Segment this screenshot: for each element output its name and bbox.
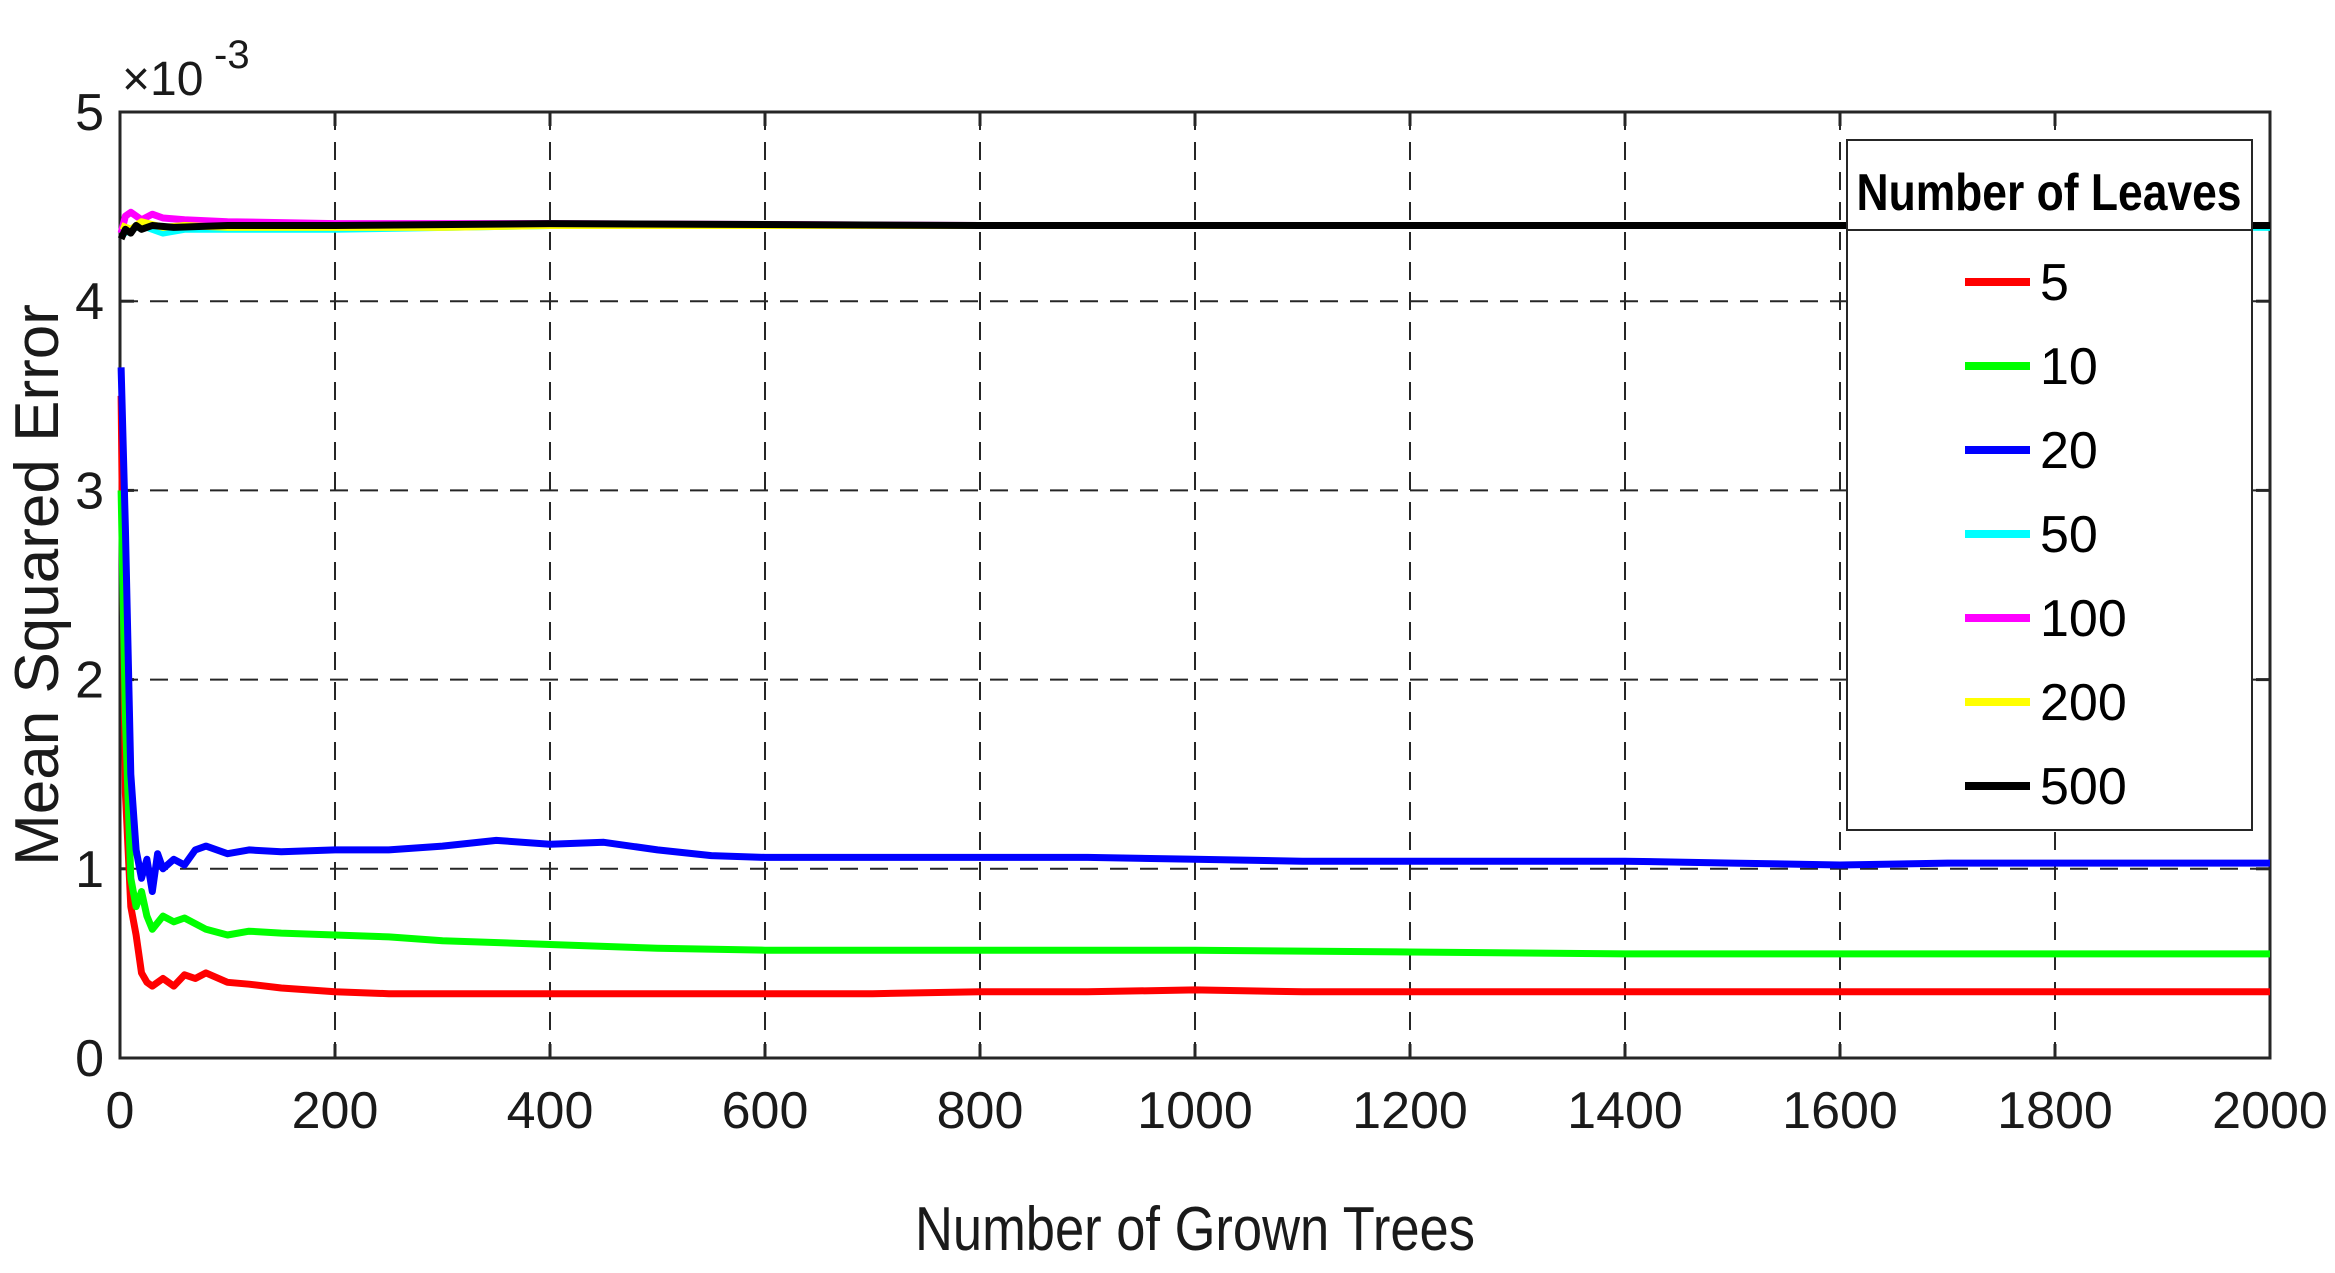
legend-title: Number of Leaves <box>1857 164 2242 222</box>
legend-title-box <box>1846 139 2253 231</box>
y-tick-label: 4 <box>75 273 104 331</box>
legend: Number of Leaves 5 10 20 50 100 200 500 <box>1846 139 2253 831</box>
x-tick-label: 0 <box>106 1082 135 1140</box>
series-line-10 <box>117 490 2270 958</box>
legend-label-5: 5 <box>2040 254 2069 312</box>
series-line-5 <box>117 395 2270 998</box>
y-exponent-power: -3 <box>214 33 250 77</box>
series-line-20 <box>117 367 2270 895</box>
x-tick-label: 200 <box>292 1082 379 1140</box>
x-tick-label: 1600 <box>1782 1082 1898 1140</box>
y-tick-label: 5 <box>75 84 104 142</box>
legend-label-50: 50 <box>2040 506 2098 564</box>
legend-entries: 5 10 20 50 100 200 500 <box>1965 254 2127 816</box>
x-tick-label: 1800 <box>1997 1082 2113 1140</box>
x-axis-label: Number of Grown Trees <box>915 1195 1475 1264</box>
y-tick-label: 1 <box>75 841 104 899</box>
x-tick-label: 600 <box>722 1082 809 1140</box>
y-exponent-base: ×10 <box>122 53 203 106</box>
series-lines <box>117 208 2271 998</box>
x-tick-label: 2000 <box>2212 1082 2328 1140</box>
x-tick-label: 1000 <box>1137 1082 1253 1140</box>
legend-label-10: 10 <box>2040 338 2098 396</box>
axis-ticks: 0 200 400 600 800 1000 1200 1400 1600 1800 2000012… <box>75 84 2328 1140</box>
legend-label-20: 20 <box>2040 422 2098 480</box>
y-tick-label: 3 <box>75 462 104 520</box>
legend-label-200: 200 <box>2040 674 2127 732</box>
x-tick-label: 1200 <box>1352 1082 1468 1140</box>
y-tick-label: 0 <box>75 1030 104 1088</box>
series-line-500 <box>117 220 2270 241</box>
x-tick-label: 400 <box>507 1082 594 1140</box>
y-axis-label: Mean Squared Error <box>3 304 72 866</box>
x-tick-label: 1400 <box>1567 1082 1683 1140</box>
legend-label-500: 500 <box>2040 758 2127 816</box>
x-tick-label: 800 <box>937 1082 1024 1140</box>
y-tick-label: 2 <box>75 652 104 710</box>
legend-label-100: 100 <box>2040 590 2127 648</box>
